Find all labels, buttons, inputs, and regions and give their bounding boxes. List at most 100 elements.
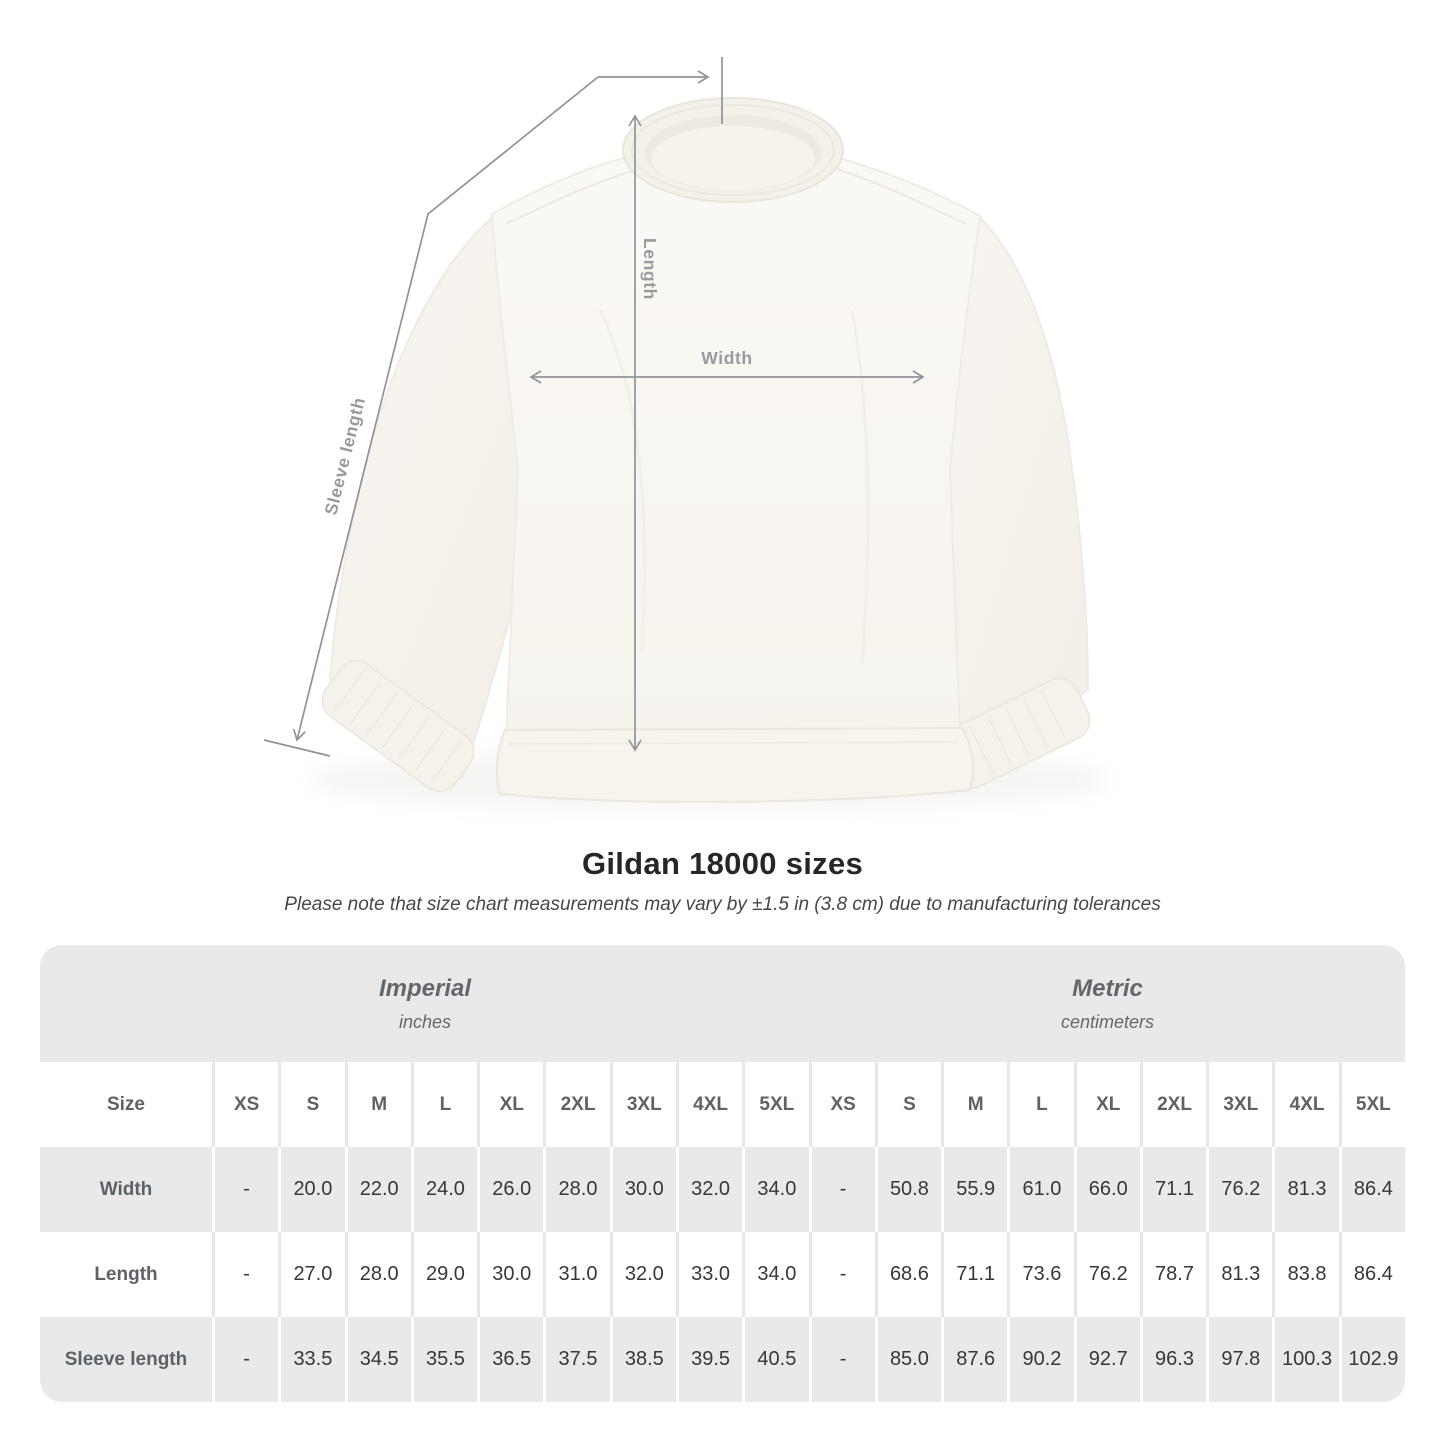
length-label: Length bbox=[640, 238, 660, 300]
imperial-size-header-xs: XS bbox=[215, 1062, 279, 1147]
sweatshirt-measurement-diagram: Length Width Sleeve length bbox=[263, 57, 1110, 810]
size-table-rows: Size XS S M L XL 2XL 3XL 4XL 5XL XS S M L XL 2XL 3XL 4XL 5… bbox=[40, 1062, 1405, 1402]
metric-title: Metric bbox=[1072, 974, 1143, 1002]
width-metric-5xl: 86.4 bbox=[1341, 1147, 1405, 1232]
imperial-header: Imperial inches bbox=[40, 945, 810, 1062]
width-metric-4xl: 81.3 bbox=[1275, 1147, 1339, 1232]
sleeve-length-row-label: Sleeve length bbox=[40, 1317, 212, 1402]
length-metric-5xl: 86.4 bbox=[1341, 1232, 1405, 1317]
length-row-label: Length bbox=[40, 1232, 212, 1317]
imperial-size-header-2xl: 2XL bbox=[546, 1062, 610, 1147]
width-imperial-xl: 26.0 bbox=[480, 1147, 544, 1232]
sleeve-length-arrow bbox=[292, 76, 599, 742]
width-imperial-s: 20.0 bbox=[281, 1147, 345, 1232]
sleeve-length-metric-s: 85.0 bbox=[877, 1317, 942, 1402]
length-metric-xs: - bbox=[811, 1232, 875, 1317]
width-metric-xs: - bbox=[811, 1147, 875, 1232]
sweatshirt-body bbox=[490, 137, 982, 738]
sleeve-length-row: Sleeve length -33.5 34.5 35.5 36.5 37.5 38.5 39… bbox=[40, 1317, 1405, 1402]
size-column-header: Size bbox=[40, 1062, 212, 1147]
sleeve-length-imperial-5xl: 40.5 bbox=[745, 1317, 809, 1402]
sleeve-length-metric-xs: - bbox=[811, 1317, 875, 1402]
sleeve-length-imperial-4xl: 39.5 bbox=[678, 1317, 743, 1402]
imperial-size-header-xl: XL bbox=[480, 1062, 544, 1147]
fabric-crease bbox=[850, 309, 870, 666]
width-metric-xl: 66.0 bbox=[1076, 1147, 1140, 1232]
length-metric-xl: 76.2 bbox=[1076, 1232, 1140, 1317]
width-label: Width bbox=[701, 348, 752, 368]
measurement-overlay bbox=[263, 57, 925, 757]
metric-unit: centimeters bbox=[1060, 1011, 1155, 1032]
length-imperial-5xl: 34.0 bbox=[745, 1232, 809, 1317]
length-imperial-3xl: 32.0 bbox=[612, 1232, 676, 1317]
page-subtitle: Please note that size chart measurements… bbox=[284, 894, 1161, 915]
width-imperial-2xl: 28.0 bbox=[546, 1147, 610, 1232]
left-shoulder-seam bbox=[505, 167, 643, 225]
sweatshirt-illustration: Length Width Sleeve length bbox=[263, 57, 1110, 810]
collar bbox=[622, 97, 844, 203]
sleeve-length-metric-m: 87.6 bbox=[944, 1317, 1008, 1402]
imperial-size-header-l: L bbox=[413, 1062, 478, 1147]
metric-size-header-5xl: 5XL bbox=[1341, 1062, 1405, 1147]
metric-size-header-m: M bbox=[944, 1062, 1008, 1147]
metric-size-header-4xl: 4XL bbox=[1275, 1062, 1339, 1147]
sleeve-length-metric-xl: 92.7 bbox=[1076, 1317, 1140, 1402]
metric-size-header-xs: XS bbox=[811, 1062, 875, 1147]
metric-size-header-l: L bbox=[1010, 1062, 1074, 1147]
size-header-row: Size XS S M L XL 2XL 3XL 4XL 5XL XS S M L XL 2XL 3XL 4XL 5… bbox=[40, 1062, 1405, 1147]
width-metric-2xl: 71.1 bbox=[1142, 1147, 1207, 1232]
length-row: Length -27.0 28.0 29.0 30.0 31.0 32.0 33.0 34.0-… bbox=[40, 1232, 1405, 1317]
width-metric-l: 61.0 bbox=[1010, 1147, 1074, 1232]
sleeve-length-imperial-2xl: 37.5 bbox=[546, 1317, 610, 1402]
width-imperial-m: 22.0 bbox=[347, 1147, 411, 1232]
page-title: Gildan 18000 sizes bbox=[581, 846, 864, 881]
hem-seam bbox=[508, 741, 959, 745]
width-row-label: Width bbox=[40, 1147, 212, 1232]
sleeve-length-imperial-m: 34.5 bbox=[347, 1317, 411, 1402]
sleeve-length-metric-2xl: 96.3 bbox=[1142, 1317, 1207, 1402]
length-imperial-xs: - bbox=[215, 1232, 279, 1317]
width-metric-m: 55.9 bbox=[944, 1147, 1008, 1232]
length-imperial-2xl: 31.0 bbox=[546, 1232, 610, 1317]
sleeve-length-imperial-3xl: 38.5 bbox=[612, 1317, 676, 1402]
width-imperial-xs: - bbox=[215, 1147, 279, 1232]
right-shoulder-seam bbox=[825, 165, 967, 225]
unit-header-row: Imperial inches Metric centimeters bbox=[40, 945, 1405, 1062]
length-imperial-xl: 30.0 bbox=[480, 1232, 544, 1317]
imperial-title: Imperial bbox=[378, 974, 472, 1002]
width-metric-3xl: 76.2 bbox=[1209, 1147, 1273, 1232]
sleeve-length-imperial-xl: 36.5 bbox=[480, 1317, 544, 1402]
metric-size-header-xl: XL bbox=[1076, 1062, 1140, 1147]
cuff-tick bbox=[263, 739, 331, 757]
length-imperial-m: 28.0 bbox=[347, 1232, 411, 1317]
sleeve-length-metric-5xl: 102.9 bbox=[1341, 1317, 1405, 1402]
hem-band bbox=[495, 726, 974, 803]
metric-size-header-3xl: 3XL bbox=[1209, 1062, 1273, 1147]
imperial-size-header-3xl: 3XL bbox=[612, 1062, 676, 1147]
imperial-size-header-4xl: 4XL bbox=[678, 1062, 743, 1147]
sleeve-length-metric-4xl: 100.3 bbox=[1275, 1317, 1339, 1402]
width-imperial-5xl: 34.0 bbox=[745, 1147, 809, 1232]
sleeve-length-imperial-xs: - bbox=[215, 1317, 279, 1402]
imperial-size-header-s: S bbox=[281, 1062, 345, 1147]
length-metric-3xl: 81.3 bbox=[1209, 1232, 1273, 1317]
imperial-size-header-m: M bbox=[347, 1062, 411, 1147]
width-row: Width -20.0 22.0 24.0 26.0 28.0 30.0 32.0 34.0-5… bbox=[40, 1147, 1405, 1232]
length-imperial-s: 27.0 bbox=[281, 1232, 345, 1317]
metric-size-header-s: S bbox=[877, 1062, 942, 1147]
sleeve-length-imperial-l: 35.5 bbox=[413, 1317, 478, 1402]
width-metric-s: 50.8 bbox=[877, 1147, 942, 1232]
imperial-size-header-5xl: 5XL bbox=[745, 1062, 809, 1147]
sleeve-length-metric-3xl: 97.8 bbox=[1209, 1317, 1273, 1402]
length-imperial-4xl: 33.0 bbox=[678, 1232, 743, 1317]
sleeve-length-metric-l: 90.2 bbox=[1010, 1317, 1074, 1402]
length-imperial-l: 29.0 bbox=[413, 1232, 478, 1317]
length-metric-s: 68.6 bbox=[877, 1232, 942, 1317]
left-cuff bbox=[321, 660, 475, 792]
sleeve-length-imperial-s: 33.5 bbox=[281, 1317, 345, 1402]
metric-size-header-2xl: 2XL bbox=[1142, 1062, 1207, 1147]
size-table: Imperial inches Metric centimeters Size X… bbox=[40, 945, 1405, 1402]
width-imperial-4xl: 32.0 bbox=[678, 1147, 743, 1232]
length-metric-l: 73.6 bbox=[1010, 1232, 1074, 1317]
width-imperial-l: 24.0 bbox=[413, 1147, 478, 1232]
